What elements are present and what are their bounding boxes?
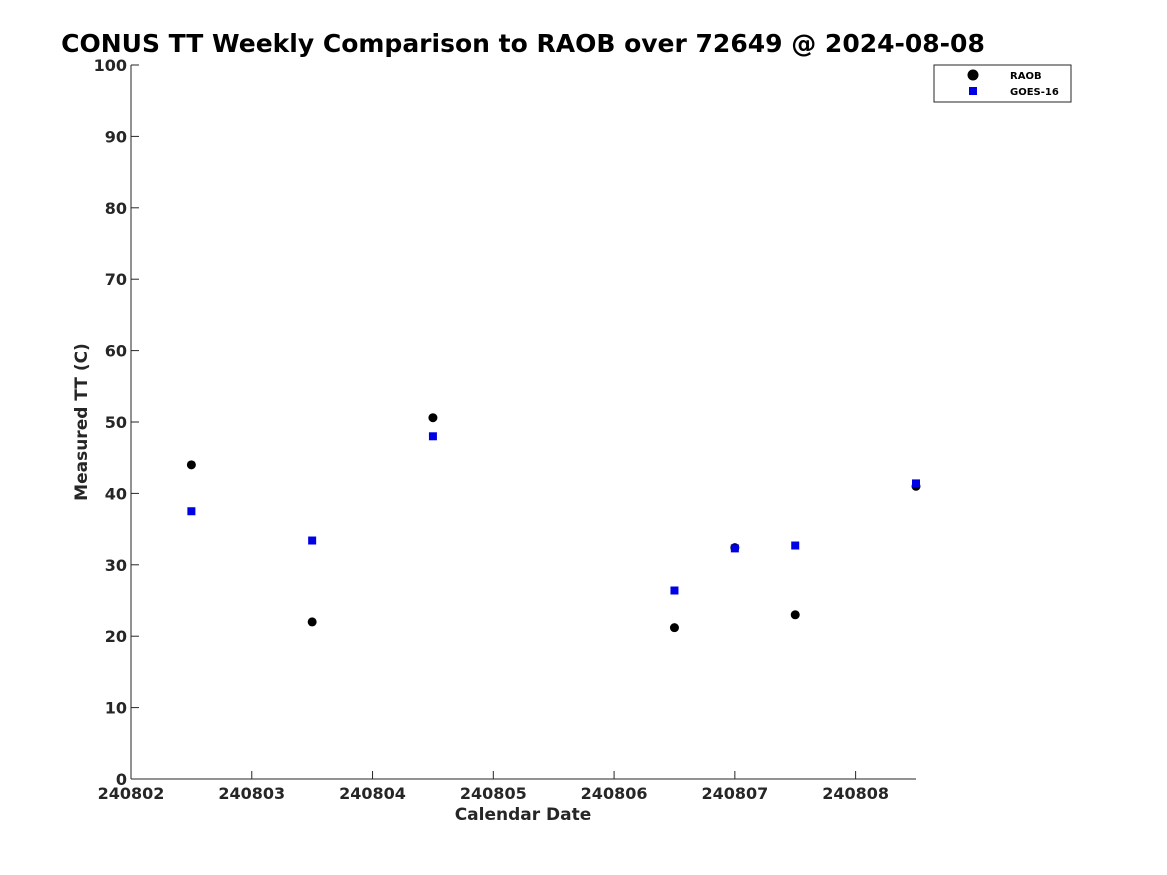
chart-title: CONUS TT Weekly Comparison to RAOB over … (61, 29, 985, 58)
goes-16-point (730, 544, 739, 553)
x-tick-label: 240807 (701, 784, 768, 803)
legend-label-goes-16: GOES-16 (1010, 87, 1059, 98)
y-tick-label: 70 (105, 270, 127, 289)
y-tick-label: 0 (116, 770, 127, 789)
plot-area: 0 10 20 30 40 50 60 70 80 90 100 240802 240803 240804… (94, 56, 921, 803)
y-tick-label: 20 (105, 627, 127, 646)
x-tick-label: 240806 (581, 784, 648, 803)
legend-marker-raob (967, 69, 979, 81)
goes-16-point (428, 432, 437, 441)
y-tick-label: 100 (94, 56, 127, 75)
raob-point (307, 617, 317, 627)
y-tick-label: 40 (105, 484, 127, 503)
goes-16-point (670, 586, 679, 595)
x-tick-label: 240805 (460, 784, 527, 803)
y-tick-label: 50 (105, 413, 127, 432)
y-tick-label: 80 (105, 199, 127, 218)
raob-point (669, 623, 679, 633)
x-tick-label: 240803 (218, 784, 285, 803)
y-tick-label: 10 (105, 699, 127, 718)
raob-point (428, 413, 438, 423)
x-tick-label: 240802 (98, 784, 165, 803)
goes-16-point (791, 541, 800, 550)
legend-box (933, 64, 1072, 103)
legend-marker-goes-16 (969, 87, 977, 95)
legend: RAOB GOES-16 (933, 64, 1072, 103)
raob-point (790, 610, 800, 620)
y-tick-label: 90 (105, 127, 127, 146)
goes-16-point (308, 536, 317, 545)
goes-16-point (912, 479, 920, 488)
x-tick-label: 240804 (339, 784, 406, 803)
y-axis-label: Measured TT (C) (72, 343, 92, 501)
x-tick-label: 240808 (822, 784, 889, 803)
y-tick-label: 30 (105, 556, 127, 575)
goes-16-point (187, 507, 196, 516)
legend-label-raob: RAOB (1010, 71, 1042, 82)
x-axis-label: Calendar Date (455, 805, 592, 825)
raob-point (186, 460, 196, 470)
y-tick-label: 60 (105, 342, 127, 361)
